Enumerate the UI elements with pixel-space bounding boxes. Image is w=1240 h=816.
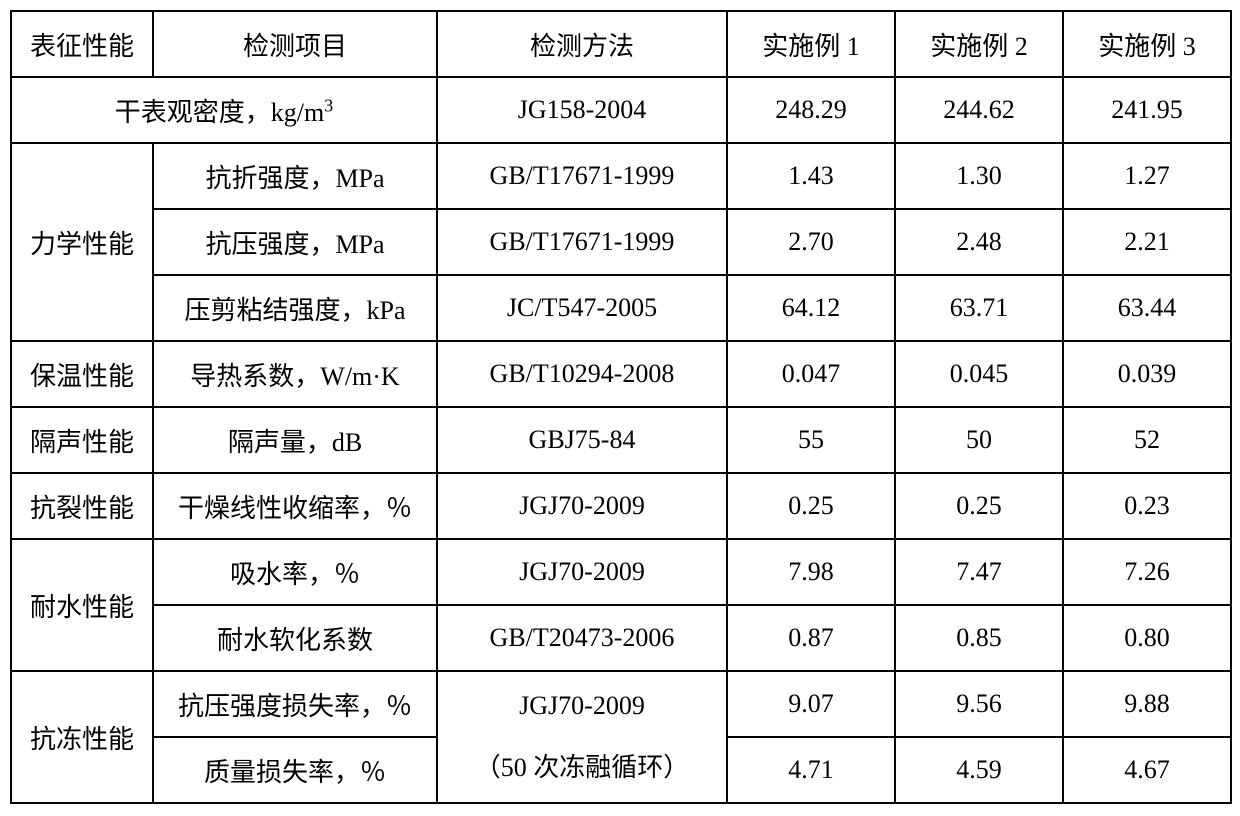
thermal-v1: 0.047 [727, 341, 895, 407]
header-row: 表征性能 检测项目 检测方法 实施例 1 实施例 2 实施例 3 [11, 11, 1231, 77]
sound-method: GBJ75-84 [437, 407, 727, 473]
water-v1: 0.87 [727, 605, 895, 671]
water-item: 耐水软化系数 [153, 605, 437, 671]
mech-v2: 1.30 [895, 143, 1063, 209]
crack-v3: 0.23 [1063, 473, 1231, 539]
mech-v1: 64.12 [727, 275, 895, 341]
water-item: 吸水率，％ [153, 539, 437, 605]
header-cell: 实施例 1 [727, 11, 895, 77]
freeze-v3: 9.88 [1063, 671, 1231, 737]
thermal-category: 保温性能 [11, 341, 153, 407]
thermal-row: 保温性能 导热系数，W/m·K GB/T10294-2008 0.047 0.0… [11, 341, 1231, 407]
mech-v1: 1.43 [727, 143, 895, 209]
freeze-v2: 9.56 [895, 671, 1063, 737]
freeze-item: 抗压强度损失率，％ [153, 671, 437, 737]
mech-v2: 2.48 [895, 209, 1063, 275]
sound-v3: 52 [1063, 407, 1231, 473]
mech-method: GB/T17671-1999 [437, 209, 727, 275]
freeze-category: 抗冻性能 [11, 671, 153, 803]
water-method: GB/T20473-2006 [437, 605, 727, 671]
water-row-0: 耐水性能 吸水率，％ JGJ70-2009 7.98 7.47 7.26 [11, 539, 1231, 605]
sound-item: 隔声量，dB [153, 407, 437, 473]
freeze-method-line2: （50 次冻融循环） [438, 737, 726, 799]
crack-v1: 0.25 [727, 473, 895, 539]
mech-item: 抗折强度，MPa [153, 143, 437, 209]
water-method: JGJ70-2009 [437, 539, 727, 605]
mech-row-1: 抗压强度，MPa GB/T17671-1999 2.70 2.48 2.21 [11, 209, 1231, 275]
water-v2: 0.85 [895, 605, 1063, 671]
density-row: 干表观密度，kg/m3 JG158-2004 248.29 244.62 241… [11, 77, 1231, 143]
mech-v3: 63.44 [1063, 275, 1231, 341]
water-v1: 7.98 [727, 539, 895, 605]
water-row-1: 耐水软化系数 GB/T20473-2006 0.87 0.85 0.80 [11, 605, 1231, 671]
mech-method: GB/T17671-1999 [437, 143, 727, 209]
density-v3: 241.95 [1063, 77, 1231, 143]
header-cell: 表征性能 [11, 11, 153, 77]
water-v2: 7.47 [895, 539, 1063, 605]
mech-category: 力学性能 [11, 143, 153, 341]
mech-method: JC/T547-2005 [437, 275, 727, 341]
crack-method: JGJ70-2009 [437, 473, 727, 539]
sound-v1: 55 [727, 407, 895, 473]
thermal-item: 导热系数，W/m·K [153, 341, 437, 407]
crack-category: 抗裂性能 [11, 473, 153, 539]
sound-v2: 50 [895, 407, 1063, 473]
freeze-item: 质量损失率，％ [153, 737, 437, 803]
crack-v2: 0.25 [895, 473, 1063, 539]
water-v3: 7.26 [1063, 539, 1231, 605]
header-cell: 检测方法 [437, 11, 727, 77]
density-v1: 248.29 [727, 77, 895, 143]
density-method: JG158-2004 [437, 77, 727, 143]
header-cell: 实施例 2 [895, 11, 1063, 77]
thermal-v2: 0.045 [895, 341, 1063, 407]
header-cell: 检测项目 [153, 11, 437, 77]
mech-v3: 2.21 [1063, 209, 1231, 275]
mech-row-0: 力学性能 抗折强度，MPa GB/T17671-1999 1.43 1.30 1… [11, 143, 1231, 209]
mech-v1: 2.70 [727, 209, 895, 275]
sound-category: 隔声性能 [11, 407, 153, 473]
thermal-method: GB/T10294-2008 [437, 341, 727, 407]
freeze-v1: 9.07 [727, 671, 895, 737]
crack-item: 干燥线性收缩率，％ [153, 473, 437, 539]
thermal-v3: 0.039 [1063, 341, 1231, 407]
water-category: 耐水性能 [11, 539, 153, 671]
performance-table: 表征性能 检测项目 检测方法 实施例 1 实施例 2 实施例 3 干表观密度，k… [10, 10, 1232, 804]
mech-item: 压剪粘结强度，kPa [153, 275, 437, 341]
water-v3: 0.80 [1063, 605, 1231, 671]
mech-v2: 63.71 [895, 275, 1063, 341]
density-item: 干表观密度，kg/m3 [11, 77, 437, 143]
freeze-v2: 4.59 [895, 737, 1063, 803]
freeze-row-0: 抗冻性能 抗压强度损失率，％ JGJ70-2009 （50 次冻融循环） 9.0… [11, 671, 1231, 737]
header-cell: 实施例 3 [1063, 11, 1231, 77]
freeze-method-line1: JGJ70-2009 [438, 675, 726, 737]
freeze-v1: 4.71 [727, 737, 895, 803]
mech-item: 抗压强度，MPa [153, 209, 437, 275]
freeze-method: JGJ70-2009 （50 次冻融循环） [437, 671, 727, 803]
freeze-v3: 4.67 [1063, 737, 1231, 803]
crack-row: 抗裂性能 干燥线性收缩率，％ JGJ70-2009 0.25 0.25 0.23 [11, 473, 1231, 539]
sound-row: 隔声性能 隔声量，dB GBJ75-84 55 50 52 [11, 407, 1231, 473]
mech-v3: 1.27 [1063, 143, 1231, 209]
mech-row-2: 压剪粘结强度，kPa JC/T547-2005 64.12 63.71 63.4… [11, 275, 1231, 341]
density-v2: 244.62 [895, 77, 1063, 143]
